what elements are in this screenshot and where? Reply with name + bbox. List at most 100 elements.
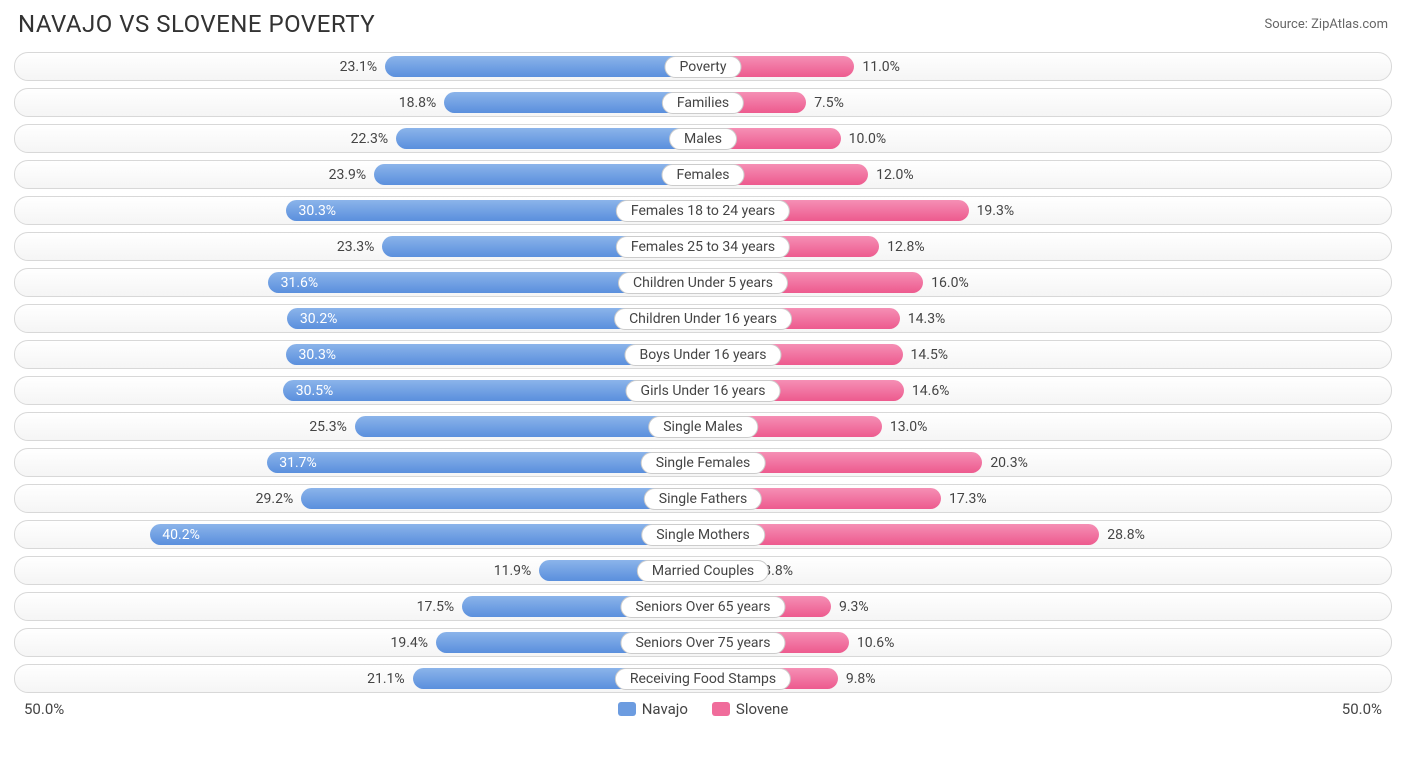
value-left: 22.3% bbox=[351, 131, 389, 147]
value-left: 30.2% bbox=[300, 311, 338, 327]
right-half: 14.3% bbox=[703, 305, 1391, 332]
legend-item-left: Navajo bbox=[618, 700, 688, 718]
legend: Navajo Slovene bbox=[618, 700, 789, 718]
right-half: 12.0% bbox=[703, 161, 1391, 188]
chart-row: 30.3% 14.5% Boys Under 16 years bbox=[14, 340, 1392, 369]
value-left: 25.3% bbox=[309, 419, 347, 435]
left-half: 23.9% bbox=[15, 161, 703, 188]
chart-row: 25.3%13.0%Single Males bbox=[14, 412, 1392, 441]
value-left: 23.3% bbox=[337, 239, 375, 255]
chart-row: 22.3% 10.0% Males bbox=[14, 124, 1392, 153]
value-right: 13.0% bbox=[890, 419, 928, 435]
value-left: 19.4% bbox=[391, 635, 429, 651]
right-half: 7.5% bbox=[703, 89, 1391, 116]
legend-label-right: Slovene bbox=[736, 700, 788, 718]
left-half: 40.2% bbox=[15, 521, 703, 548]
category-label: Poverty bbox=[664, 56, 741, 78]
value-right: 19.3% bbox=[977, 203, 1015, 219]
category-label: Single Mothers bbox=[641, 524, 765, 546]
left-half: 11.9% bbox=[15, 557, 703, 584]
category-label: Males bbox=[669, 128, 737, 150]
category-label: Children Under 5 years bbox=[618, 272, 788, 294]
right-half: 3.8% bbox=[703, 557, 1391, 584]
chart-row: 21.1%9.8%Receiving Food Stamps bbox=[14, 664, 1392, 693]
left-half: 30.3% bbox=[15, 341, 703, 368]
chart-area: 23.1%11.0%Poverty 18.8% 7.5% Families 22.3% 1… bbox=[14, 52, 1392, 693]
chart-row: 30.2% 14.3%Children Under 16 years bbox=[14, 304, 1392, 333]
value-right: 14.5% bbox=[911, 347, 949, 363]
legend-swatch-right bbox=[712, 702, 730, 716]
value-left: 31.6% bbox=[281, 275, 319, 291]
chart-row: 29.2%17.3%Single Fathers bbox=[14, 484, 1392, 513]
left-half: 29.2% bbox=[15, 485, 703, 512]
value-left: 18.8% bbox=[399, 95, 437, 111]
right-half: 19.3% bbox=[703, 197, 1391, 224]
left-half: 18.8% bbox=[15, 89, 703, 116]
value-right: 17.3% bbox=[949, 491, 987, 507]
legend-label-left: Navajo bbox=[642, 700, 688, 718]
chart-row: 30.3% 19.3% Females 18 to 24 years bbox=[14, 196, 1392, 225]
right-half: 16.0% bbox=[703, 269, 1391, 296]
right-half: 10.0% bbox=[703, 125, 1391, 152]
value-left: 40.2% bbox=[162, 527, 200, 543]
value-right: 12.8% bbox=[887, 239, 925, 255]
right-half: 14.5% bbox=[703, 341, 1391, 368]
chart-title: NAVAJO VS SLOVENE POVERTY bbox=[18, 10, 375, 38]
value-right: 12.0% bbox=[876, 167, 914, 183]
value-right: 9.8% bbox=[846, 671, 876, 687]
chart-row: 18.8% 7.5% Families bbox=[14, 88, 1392, 117]
value-left: 29.2% bbox=[256, 491, 294, 507]
chart-row: 31.6% 16.0% Children Under 5 years bbox=[14, 268, 1392, 297]
category-label: Females 18 to 24 years bbox=[616, 200, 790, 222]
value-right: 14.6% bbox=[912, 383, 950, 399]
value-left: 30.3% bbox=[299, 203, 337, 219]
value-left: 30.5% bbox=[296, 383, 334, 399]
bar-left bbox=[385, 56, 703, 77]
right-half: 28.8% bbox=[703, 521, 1391, 548]
chart-header: NAVAJO VS SLOVENE POVERTY Source: ZipAtl… bbox=[14, 10, 1392, 38]
chart-row: 23.3%12.8%Females 25 to 34 years bbox=[14, 232, 1392, 261]
category-label: Families bbox=[662, 92, 744, 114]
right-half: 14.6% bbox=[703, 377, 1391, 404]
value-right: 10.0% bbox=[849, 131, 887, 147]
left-half: 30.3% bbox=[15, 197, 703, 224]
right-half: 20.3% bbox=[703, 449, 1391, 476]
category-label: Single Females bbox=[641, 452, 766, 474]
chart-row: 31.7% 20.3%Single Females bbox=[14, 448, 1392, 477]
category-label: Children Under 16 years bbox=[614, 308, 792, 330]
bar-left bbox=[396, 128, 703, 149]
value-left: 17.5% bbox=[417, 599, 455, 615]
value-right: 10.6% bbox=[857, 635, 895, 651]
axis-row: 50.0% Navajo Slovene 50.0% bbox=[14, 700, 1392, 718]
category-label: Boys Under 16 years bbox=[624, 344, 781, 366]
bar-left bbox=[374, 164, 703, 185]
right-half: 17.3% bbox=[703, 485, 1391, 512]
bar-left bbox=[267, 452, 703, 473]
category-label: Seniors Over 75 years bbox=[620, 632, 785, 654]
chart-source: Source: ZipAtlas.com bbox=[1264, 17, 1388, 32]
value-left: 23.1% bbox=[340, 59, 378, 75]
category-label: Females bbox=[662, 164, 745, 186]
value-left: 31.7% bbox=[279, 455, 317, 471]
left-half: 23.1% bbox=[15, 53, 703, 80]
left-half: 23.3% bbox=[15, 233, 703, 260]
chart-row: 17.5% 9.3% Seniors Over 65 years bbox=[14, 592, 1392, 621]
left-half: 25.3% bbox=[15, 413, 703, 440]
bar-left bbox=[301, 488, 703, 509]
chart-row: 23.9% 12.0% Females bbox=[14, 160, 1392, 189]
left-half: 22.3% bbox=[15, 125, 703, 152]
chart-row: 19.4% 10.6% Seniors Over 75 years bbox=[14, 628, 1392, 657]
value-right: 9.3% bbox=[839, 599, 869, 615]
value-left: 30.3% bbox=[299, 347, 337, 363]
left-half: 30.2% bbox=[15, 305, 703, 332]
right-half: 10.6% bbox=[703, 629, 1391, 656]
value-right: 7.5% bbox=[814, 95, 844, 111]
value-left: 21.1% bbox=[367, 671, 405, 687]
chart-row: 40.2% 28.8%Single Mothers bbox=[14, 520, 1392, 549]
chart-row: 23.1%11.0%Poverty bbox=[14, 52, 1392, 81]
value-right: 16.0% bbox=[931, 275, 969, 291]
category-label: Seniors Over 65 years bbox=[620, 596, 785, 618]
left-half: 17.5% bbox=[15, 593, 703, 620]
value-left: 11.9% bbox=[494, 563, 532, 579]
chart-row: 30.5%14.6%Girls Under 16 years bbox=[14, 376, 1392, 405]
